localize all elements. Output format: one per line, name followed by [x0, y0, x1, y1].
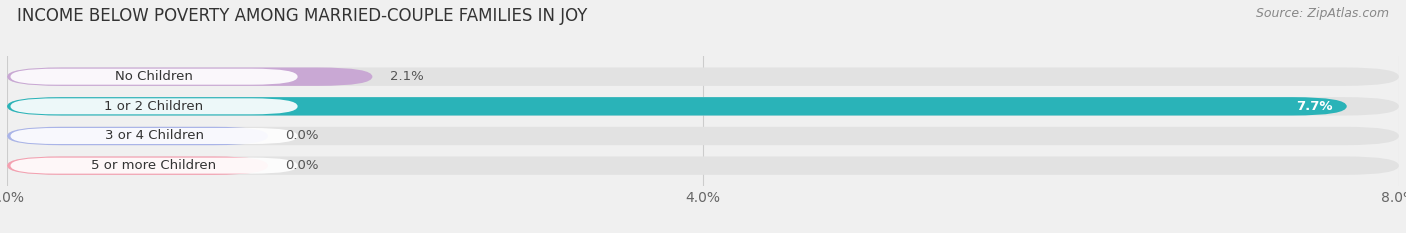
FancyBboxPatch shape	[10, 69, 298, 85]
Text: No Children: No Children	[115, 70, 193, 83]
FancyBboxPatch shape	[7, 68, 373, 86]
FancyBboxPatch shape	[7, 156, 1399, 175]
Text: INCOME BELOW POVERTY AMONG MARRIED-COUPLE FAMILIES IN JOY: INCOME BELOW POVERTY AMONG MARRIED-COUPL…	[17, 7, 588, 25]
FancyBboxPatch shape	[7, 156, 269, 175]
Text: 1 or 2 Children: 1 or 2 Children	[104, 100, 204, 113]
Text: Source: ZipAtlas.com: Source: ZipAtlas.com	[1256, 7, 1389, 20]
FancyBboxPatch shape	[7, 127, 1399, 145]
Text: 3 or 4 Children: 3 or 4 Children	[104, 130, 204, 143]
FancyBboxPatch shape	[10, 98, 298, 114]
FancyBboxPatch shape	[7, 127, 269, 145]
Text: 0.0%: 0.0%	[285, 130, 319, 143]
Text: 7.7%: 7.7%	[1296, 100, 1333, 113]
FancyBboxPatch shape	[7, 68, 1399, 86]
Text: 5 or more Children: 5 or more Children	[91, 159, 217, 172]
FancyBboxPatch shape	[10, 158, 298, 174]
FancyBboxPatch shape	[7, 97, 1347, 116]
FancyBboxPatch shape	[7, 97, 1399, 116]
FancyBboxPatch shape	[10, 128, 298, 144]
Text: 0.0%: 0.0%	[285, 159, 319, 172]
Text: 2.1%: 2.1%	[389, 70, 423, 83]
